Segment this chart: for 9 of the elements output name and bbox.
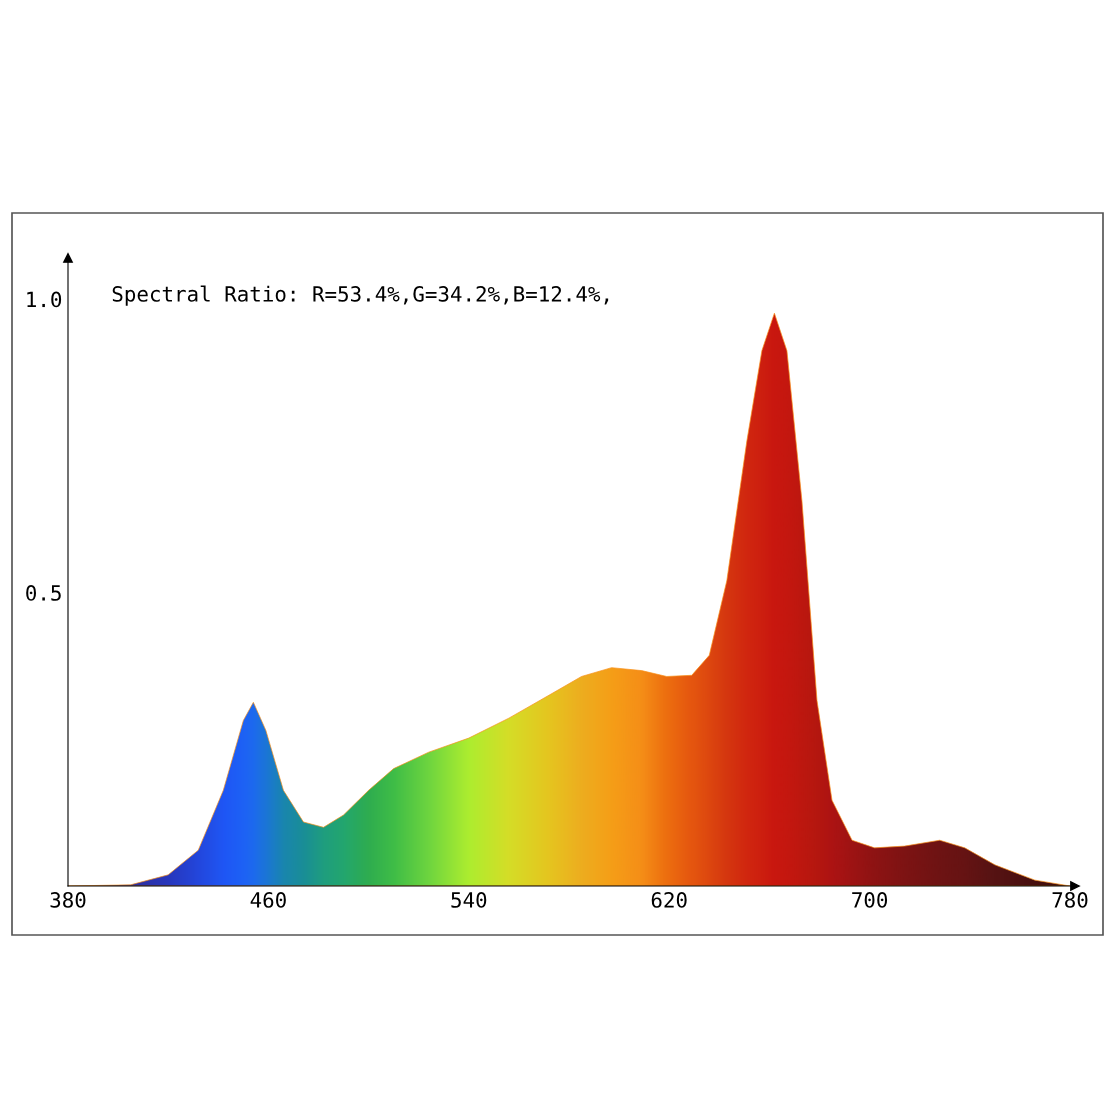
x-tick-label: 780 [1052, 892, 1088, 908]
x-tick-label: 380 [50, 892, 86, 908]
x-tick-label: 540 [451, 892, 487, 908]
x-tick-label: 460 [250, 892, 286, 908]
y-tick-label: 1.0 [27, 291, 62, 308]
x-tick-label: 700 [852, 892, 888, 908]
annotation: Spectral Ratio: R=53.4%,G=34.2%,B=12.4%, [112, 285, 609, 306]
x-tick-label: 620 [651, 892, 687, 908]
y-tick-label: 0.5 [26, 585, 61, 601]
